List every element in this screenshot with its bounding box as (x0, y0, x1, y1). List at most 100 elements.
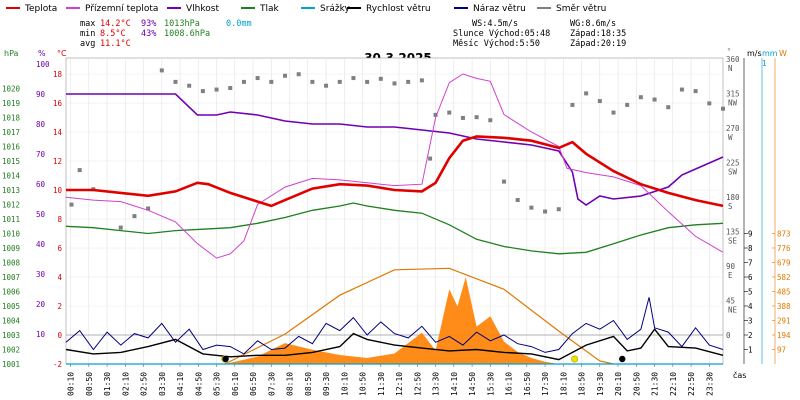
x-tick-label: 15:30 (486, 372, 495, 396)
x-tick-label: 04:50 (194, 372, 203, 396)
moon-marker (222, 355, 229, 363)
wind-dir-point (187, 83, 192, 88)
x-tick-label: 20:50 (632, 372, 641, 396)
series-layer (65, 68, 725, 365)
wind-dir-point (392, 81, 397, 86)
x-tick-label: 20:10 (614, 372, 623, 396)
wind-dir-point (241, 79, 246, 84)
y-tick-dir-label: N (728, 64, 733, 73)
x-tick-label: 16:10 (505, 372, 514, 396)
wind-dir-point (310, 79, 315, 84)
wind-dir-point (652, 97, 657, 102)
y-tick-temp: 18 (53, 70, 63, 79)
wind-dir-point (419, 78, 424, 83)
stat-min-label: min (80, 29, 95, 39)
y-tick-hpa: 1014 (2, 172, 21, 181)
wind-dir-point (707, 101, 712, 106)
stat-min-press: 1008.6hPa (164, 29, 210, 39)
y-tick-temp: 16 (53, 99, 63, 108)
y-tick-hpa: 1018 (2, 114, 21, 123)
wind-dir-point (433, 112, 438, 117)
plot-area (65, 57, 724, 365)
wind-dir-point (584, 91, 589, 96)
y-tick-hpa: 1012 (2, 201, 20, 210)
y-tick-hpa: 1009 (2, 244, 20, 253)
wind-dir-point (597, 99, 602, 104)
wind-dir-point (365, 79, 370, 84)
ground-temp-line (65, 73, 724, 259)
unit-hpa: hPa (4, 49, 19, 58)
wind-dir-point (378, 76, 383, 81)
wind-dir-point (118, 225, 123, 230)
y-tick-ms: 2 (748, 331, 753, 340)
wind-dir-point (638, 95, 643, 100)
y-tick-dir: 270 (726, 124, 740, 133)
y-tick-pct: 30 (36, 270, 46, 279)
y-tick-dir: 360 (726, 55, 740, 64)
y-tick-temp: -2 (53, 360, 62, 369)
stat-max-temp: 14.2°C (100, 19, 131, 29)
y-tick-dir: 90 (726, 262, 736, 271)
legend-label: Náraz větru (473, 4, 526, 14)
legend: Teplota Přízemní teplota Vlhkost Tlak Srážky… (6, 4, 606, 14)
wind-dir-point (200, 89, 205, 94)
x-tick-label: 04:10 (176, 372, 185, 396)
x-tick-label: 05:30 (213, 372, 222, 396)
wind-dir-point (159, 68, 164, 73)
y-tick-hpa: 1015 (2, 157, 20, 166)
legend-label: Směr větru (556, 4, 606, 14)
wind-dir-point (228, 86, 233, 91)
stat-max-hum: 93% (141, 19, 156, 29)
x-tick-label: 01:30 (103, 372, 112, 396)
y-tick-temp: 2 (57, 302, 62, 311)
y-tick-dir: 135 (726, 227, 740, 236)
x-tick-label: 17:30 (541, 372, 550, 396)
x-tick-label: 09:30 (322, 372, 331, 396)
y-tick-w: 679 (777, 258, 791, 267)
y-tick-dir-label: E (728, 271, 733, 280)
y-tick-hpa: 1016 (2, 143, 21, 152)
unit-w: W (779, 49, 787, 58)
y-tick-temp: 14 (53, 128, 63, 137)
stat-sunset: Západ:18:35 (570, 29, 626, 39)
y-tick-w: 776 (777, 244, 791, 253)
y-tick-ms: 4 (748, 302, 753, 311)
humidity-line (66, 93, 724, 206)
wind-dir-point (515, 198, 520, 203)
wind-dir-point (324, 83, 329, 88)
y-tick-dir-label: S (728, 202, 733, 211)
moon-marker (619, 355, 626, 363)
wind-speed-line (65, 328, 724, 361)
y-tick-ms: 7 (748, 259, 753, 268)
stats-panel: max 14.2°C 93% 1013hPa 0.0mm min 8.5°C 4… (80, 19, 626, 49)
stat-max-label: max (80, 19, 95, 29)
stat-sunrise: Slunce Východ:05:48 (453, 29, 550, 39)
unit-time: čas (733, 370, 746, 380)
stat-max-press: 1013hPa (164, 19, 200, 29)
y-tick-hpa: 1006 (2, 288, 21, 297)
wind-dir-point (351, 76, 356, 81)
y-tick-pct: 100 (36, 60, 50, 69)
x-tick-label: 18:50 (578, 372, 587, 396)
y-tick-pct: 20 (36, 300, 46, 309)
y-tick-dir-label: W (728, 133, 733, 142)
y-tick-w: 582 (777, 273, 791, 282)
wind-dir-point (460, 115, 465, 120)
stat-max-rain: 0.0mm (226, 19, 252, 29)
y-tick-pct: 90 (36, 90, 46, 99)
x-tick-label: 22:10 (669, 372, 678, 396)
y-tick-hpa: 1020 (2, 85, 21, 94)
y-tick-dir: 315 (726, 89, 740, 98)
x-tick-label: 18:10 (559, 372, 568, 396)
solar-max-line (224, 267, 614, 365)
stat-moonset: Západ:20:19 (570, 39, 626, 49)
stat-min-hum: 43% (141, 29, 156, 39)
x-tick-label: 08:10 (286, 372, 295, 396)
wind-dir-point (283, 73, 287, 78)
y-tick-hpa: 1011 (2, 215, 20, 224)
x-tick-label: 00:50 (85, 372, 94, 396)
stat-avg-temp: 11.1°C (100, 39, 131, 49)
legend-label: Rychlost větru (366, 4, 431, 14)
wind-dir-point (529, 205, 534, 210)
x-tick-label: 06:10 (231, 372, 240, 396)
